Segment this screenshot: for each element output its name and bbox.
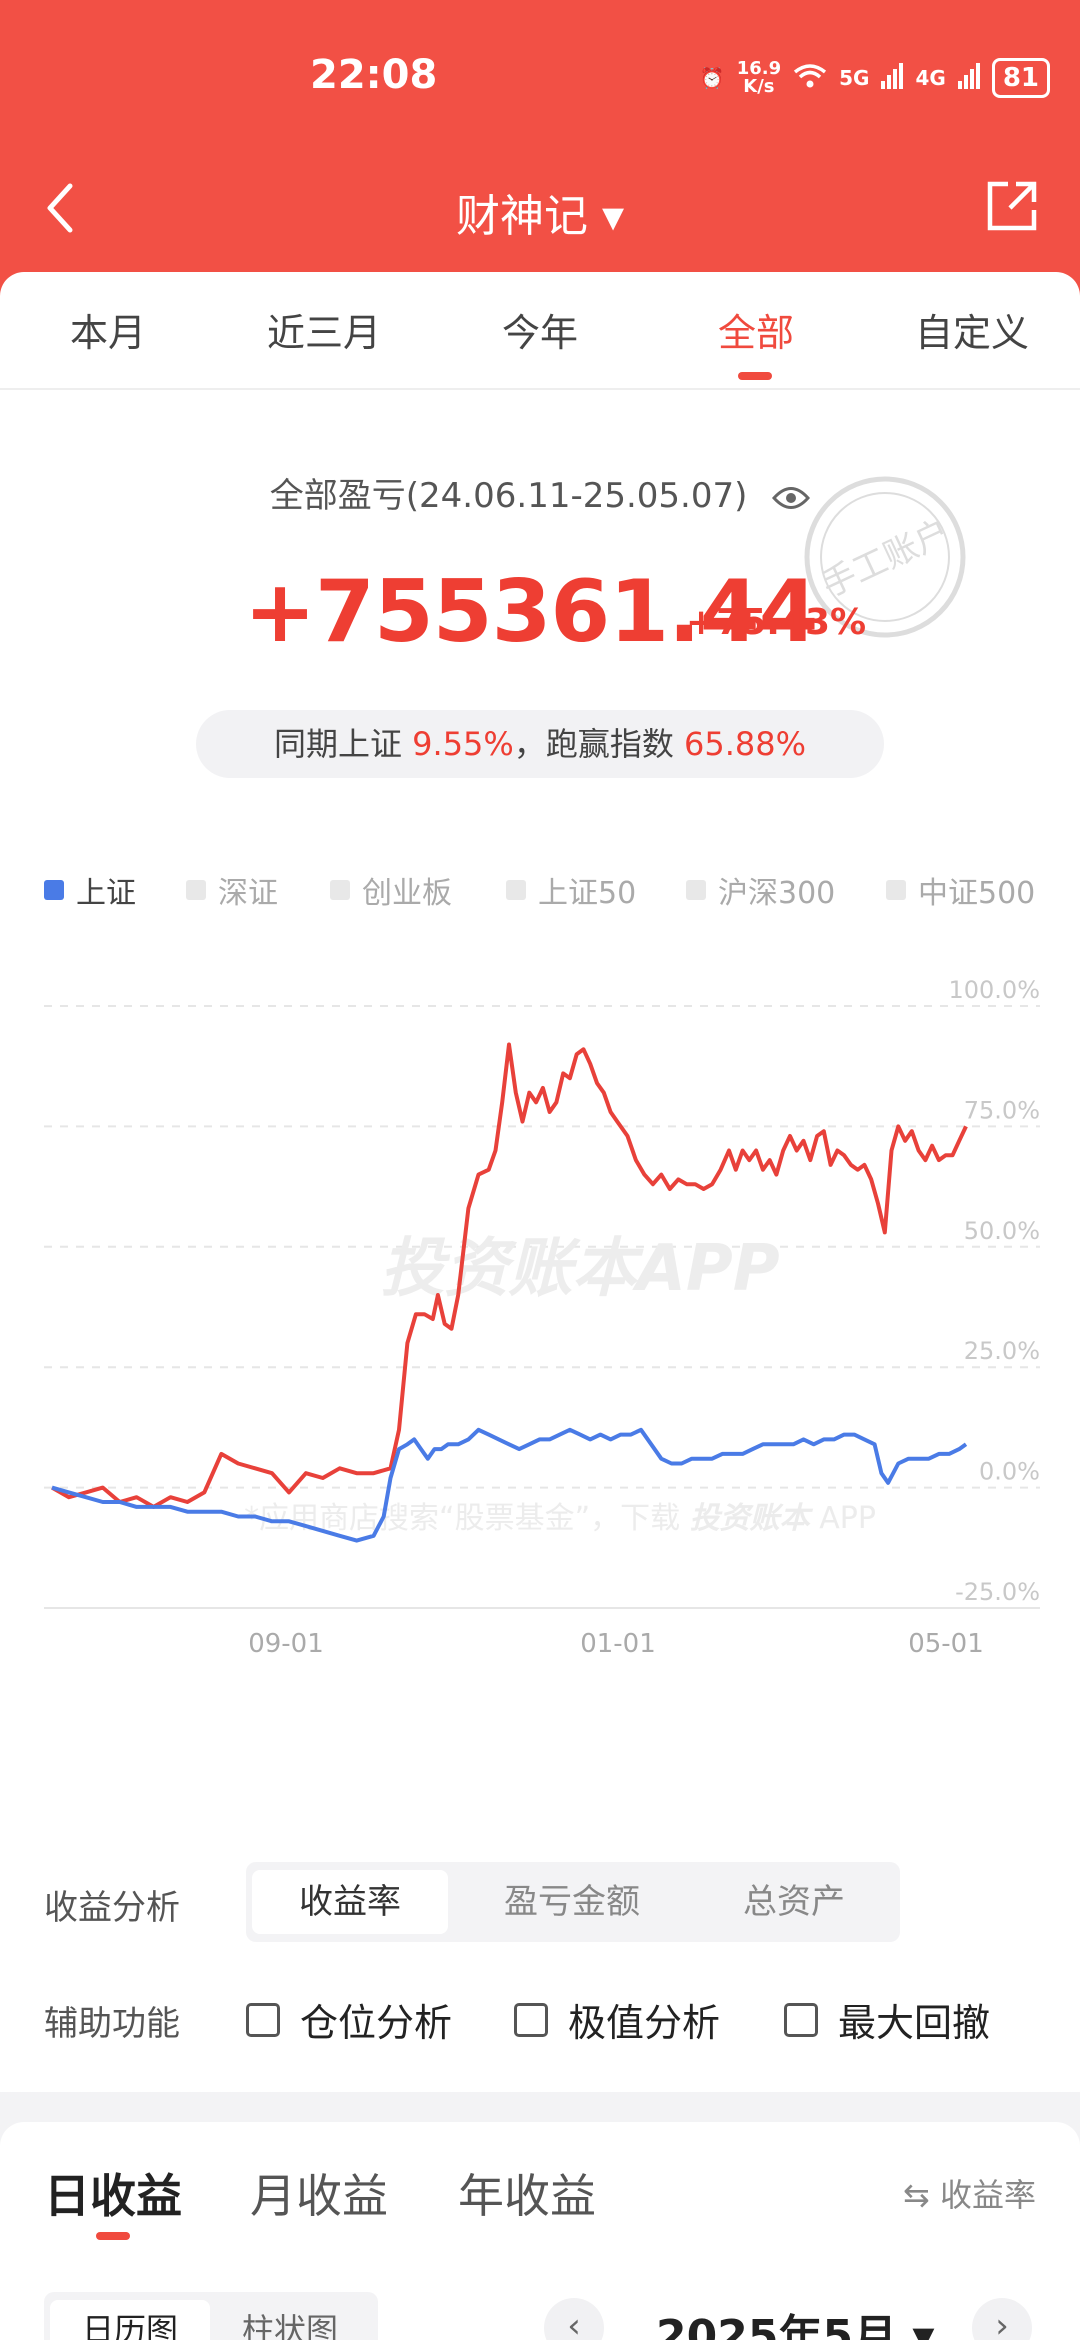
signal-bars-icon bbox=[957, 62, 980, 94]
legend-zz500[interactable]: 中证500 bbox=[886, 868, 1035, 912]
aux-label: 辅助功能 bbox=[44, 2004, 180, 2044]
view-segment: 日历图 柱状图 bbox=[44, 2292, 378, 2340]
legend-hs300[interactable]: 沪深300 bbox=[686, 868, 835, 912]
extreme-analysis-checkbox[interactable]: 极值分析 bbox=[514, 1992, 720, 2047]
x-tick-label: 05-01 bbox=[908, 1629, 984, 1659]
view-bar[interactable]: 柱状图 bbox=[241, 2311, 338, 2340]
legend-sz[interactable]: 深证 bbox=[186, 868, 278, 912]
seg-pl-amount[interactable]: 盈亏金额 bbox=[504, 1882, 640, 1922]
tab-custom[interactable]: 自定义 bbox=[914, 311, 1029, 355]
tab-all[interactable]: 全部 bbox=[717, 311, 794, 355]
legend-sh[interactable]: 上证 bbox=[44, 868, 136, 912]
seg-total-assets[interactable]: 总资产 bbox=[743, 1882, 845, 1922]
series-line-portfolio bbox=[51, 1042, 968, 1509]
y-tick-label: -25.0% bbox=[955, 1578, 1040, 1606]
status-icons: ⏰ 16.9 K/s 5G 4G 81 bbox=[700, 58, 1050, 98]
total-pl-percent: +75.43% bbox=[686, 602, 867, 643]
index-legend: 上证 深证 创业板 上证50 沪深300 中证500 bbox=[44, 868, 1044, 911]
tab-yearly[interactable]: 年收益 bbox=[458, 2169, 596, 2223]
analysis-segment: 收益率 盈亏金额 总资产 bbox=[246, 1862, 900, 1942]
tab-this-month[interactable]: 本月 bbox=[69, 311, 146, 355]
legend-sz50[interactable]: 上证50 bbox=[506, 868, 636, 912]
manual-account-stamp: 手工账户 bbox=[804, 476, 966, 638]
status-bar: 22:08 ⏰ 16.9 K/s 5G 4G 81 bbox=[0, 0, 1080, 150]
pl-period-label: 全部盈亏(24.06.11-25.05.07) bbox=[0, 468, 1080, 517]
y-tick-label: 50.0% bbox=[964, 1217, 1040, 1245]
wifi-icon bbox=[793, 62, 827, 95]
series-line-index bbox=[51, 1427, 968, 1543]
legend-cyb[interactable]: 创业板 bbox=[330, 868, 452, 912]
alarm-icon: ⏰ bbox=[699, 66, 725, 90]
battery-indicator: 81 bbox=[991, 58, 1050, 98]
tab-monthly[interactable]: 月收益 bbox=[250, 2169, 388, 2223]
max-drawdown-checkbox[interactable]: 最大回撤 bbox=[784, 1992, 990, 2047]
back-icon[interactable] bbox=[40, 178, 84, 238]
chart-watermark: 投资账本APP bbox=[380, 1232, 779, 1306]
active-tab-indicator bbox=[738, 372, 772, 380]
analysis-label: 收益分析 bbox=[44, 1888, 180, 1928]
signal-bars-icon bbox=[881, 62, 904, 94]
month-selector[interactable]: 2025年5月 ▾ bbox=[656, 2311, 935, 2340]
tab-three-months[interactable]: 近三月 bbox=[266, 311, 381, 355]
svg-text:手工账户: 手工账户 bbox=[816, 512, 956, 606]
main-card: 本月 近三月 今年 全部 自定义 全部盈亏(24.06.11-25.05.07)… bbox=[0, 272, 1080, 2092]
network-speed: 16.9 K/s bbox=[736, 58, 782, 97]
tab-this-year[interactable]: 今年 bbox=[501, 311, 578, 355]
status-time: 22:08 bbox=[310, 52, 438, 98]
seg-return-rate[interactable]: 收益率 bbox=[252, 1870, 448, 1934]
next-month-button[interactable]: › bbox=[972, 2298, 1032, 2340]
footer-watermark: *应用商店搜索“股票基金”，下载 投资账本 APP bbox=[244, 1501, 876, 1536]
eye-icon[interactable] bbox=[772, 485, 811, 511]
period-tabs: 本月 近三月 今年 全部 自定义 bbox=[0, 272, 1080, 390]
x-tick-label: 09-01 bbox=[248, 1629, 324, 1659]
prev-month-button[interactable]: ‹ bbox=[544, 2298, 604, 2340]
view-calendar[interactable]: 日历图 bbox=[50, 2300, 210, 2340]
metric-toggle[interactable]: ⇆ 收益率 bbox=[903, 2176, 1036, 2214]
bottom-tab-indicator bbox=[96, 2232, 130, 2240]
header-bar bbox=[0, 0, 1080, 300]
y-tick-label: 75.0% bbox=[964, 1096, 1040, 1124]
benchmark-compare: 同期上证 9.55%，跑赢指数 65.88% bbox=[196, 710, 884, 778]
y-tick-label: 0.0% bbox=[979, 1458, 1040, 1486]
signal-4g: 4G bbox=[915, 66, 946, 90]
nav-bar: 财神记 ▾ bbox=[0, 160, 1080, 260]
account-title[interactable]: 财神记 ▾ bbox=[455, 191, 625, 242]
return-chart[interactable]: 100.0% 75.0% 50.0% 25.0% 0.0% -25.0% 09-01 01-0… bbox=[0, 960, 1080, 1800]
share-icon[interactable] bbox=[984, 178, 1040, 234]
tab-daily[interactable]: 日收益 bbox=[44, 2169, 182, 2223]
daily-return-card: 日收益 月收益 年收益 ⇆ 收益率 日历图 柱状图 ‹ 2025年5月 ▾ › bbox=[0, 2122, 1080, 2340]
position-analysis-checkbox[interactable]: 仓位分析 bbox=[246, 1992, 452, 2047]
y-tick-label: 100.0% bbox=[948, 976, 1040, 1004]
y-tick-label: 25.0% bbox=[964, 1337, 1040, 1365]
x-tick-label: 01-01 bbox=[580, 1629, 656, 1659]
total-pl-amount: +755361.44 bbox=[244, 562, 818, 662]
signal-5g: 5G bbox=[839, 66, 870, 90]
